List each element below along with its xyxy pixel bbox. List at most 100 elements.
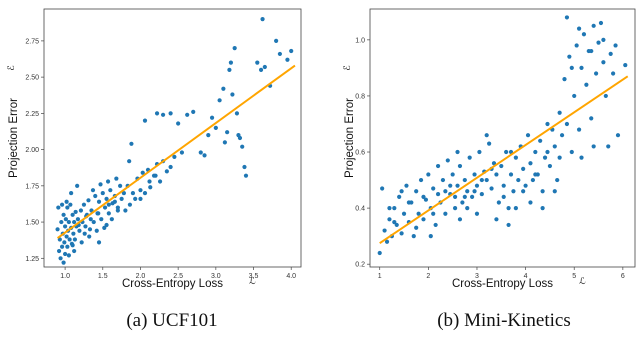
data-point <box>484 133 489 138</box>
data-point <box>70 212 75 217</box>
data-point <box>83 224 88 229</box>
data-point <box>465 189 470 194</box>
x-tick-label: 3.0 <box>211 273 221 280</box>
data-point <box>521 166 526 171</box>
data-point <box>61 212 66 217</box>
chart-panel-1: 1.0 1.5 2.0 2.5 3.0 3.5 4.0 1.25 1.50 1.75 2.00 2.2… <box>7 8 302 331</box>
data-point <box>384 239 390 244</box>
data-point <box>569 65 574 70</box>
data-point <box>545 121 550 127</box>
data-point <box>109 217 114 222</box>
data-point <box>118 183 123 188</box>
data-point <box>87 227 93 232</box>
plot-frame <box>369 8 636 268</box>
data-point <box>394 222 399 228</box>
data-point <box>567 54 572 59</box>
data-point <box>452 206 458 211</box>
data-point <box>579 155 584 160</box>
data-point <box>533 149 538 155</box>
x-tick-label: 4.0 <box>286 273 296 280</box>
data-point <box>494 172 499 177</box>
data-point <box>416 211 421 216</box>
data-point <box>75 183 80 188</box>
data-point <box>421 217 426 222</box>
data-point <box>138 188 143 193</box>
data-point <box>555 177 560 183</box>
data-point <box>142 118 148 123</box>
data-point <box>564 15 570 20</box>
data-point <box>418 177 424 183</box>
data-point <box>258 67 264 72</box>
data-point <box>148 185 153 190</box>
data-point <box>154 111 160 116</box>
data-point <box>56 205 61 210</box>
data-point <box>96 211 101 216</box>
data-point <box>576 26 582 31</box>
data-point <box>179 150 185 155</box>
data-point <box>513 206 518 211</box>
data-point <box>87 234 92 239</box>
data-point <box>601 60 606 65</box>
data-point <box>540 189 545 194</box>
y-tick-label: 1.50 <box>25 220 39 227</box>
data-point <box>557 155 562 160</box>
data-point <box>538 138 543 143</box>
data-point <box>140 170 145 175</box>
data-point <box>428 234 433 239</box>
x-tick-label: 4 <box>524 273 528 280</box>
data-point <box>176 121 181 126</box>
data-point <box>157 179 163 184</box>
data-point <box>547 163 553 169</box>
data-point <box>59 202 65 207</box>
data-point <box>584 82 589 87</box>
data-point <box>66 253 71 258</box>
data-point <box>79 240 84 245</box>
scatter-points <box>377 15 628 256</box>
data-point <box>72 237 78 242</box>
data-point <box>431 186 436 191</box>
data-point <box>414 225 419 230</box>
x-axis-label: Cross-Entropy Loss <box>452 278 553 290</box>
y-tick-label: 0.6 <box>355 150 365 157</box>
data-point <box>445 158 450 163</box>
data-point <box>59 244 65 249</box>
data-point <box>59 219 64 225</box>
x-axis-label: Cross-Entropy Loss <box>122 278 223 290</box>
data-point <box>598 20 604 26</box>
y-tick-label: 0.8 <box>355 93 365 100</box>
data-point <box>443 189 448 194</box>
data-point <box>58 256 63 261</box>
chart-panel-2: 1 2 3 4 5 6 0.2 0.4 0.6 0.8 1.0 Cross-Entropy Loss ℒ… <box>343 8 636 331</box>
data-point <box>75 217 81 222</box>
data-point <box>73 209 78 215</box>
data-point <box>82 231 87 236</box>
data-point <box>99 217 104 222</box>
data-point <box>213 125 218 130</box>
data-point <box>615 133 621 138</box>
data-point <box>423 197 429 202</box>
data-point <box>457 163 463 169</box>
data-point <box>262 64 267 70</box>
data-point <box>225 130 230 135</box>
data-point <box>530 177 535 183</box>
data-point <box>611 71 616 76</box>
data-point <box>72 248 77 254</box>
data-point <box>506 222 511 228</box>
x-tick-label: 1.5 <box>98 273 108 280</box>
data-point <box>90 188 96 193</box>
data-point <box>285 57 290 62</box>
regression-line <box>379 75 629 244</box>
data-point <box>440 177 446 183</box>
data-point <box>65 205 70 210</box>
data-point <box>465 206 470 211</box>
data-point <box>71 231 76 236</box>
data-point <box>77 228 82 233</box>
data-point <box>477 149 482 155</box>
data-point <box>533 172 538 177</box>
scatter-points <box>55 17 294 265</box>
x-tick-label: 1 <box>378 273 382 280</box>
data-point <box>91 219 96 225</box>
data-point <box>222 140 227 145</box>
data-point <box>474 211 480 216</box>
data-point <box>574 43 579 48</box>
